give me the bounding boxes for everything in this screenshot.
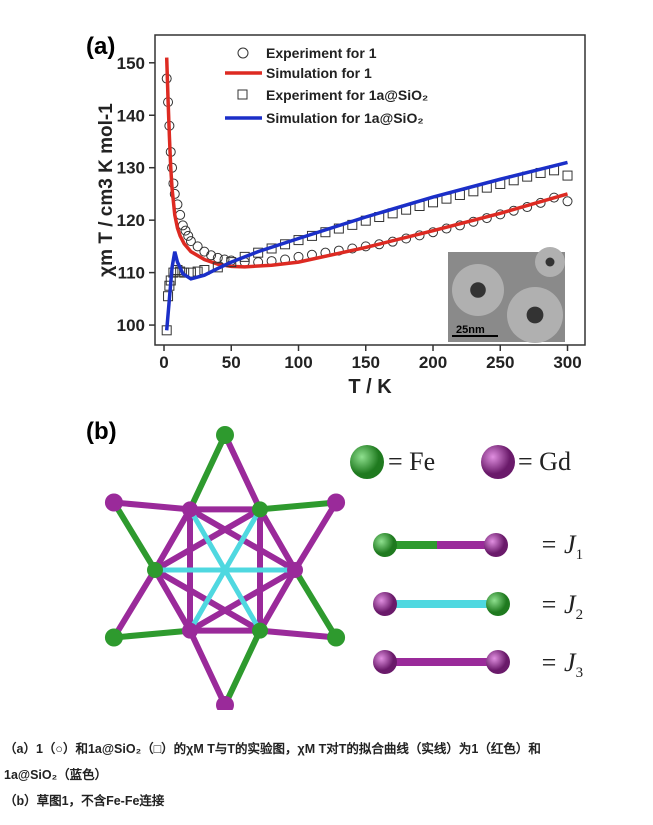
bond bbox=[187, 506, 263, 634]
y-tick-label: 140 bbox=[117, 106, 145, 125]
legend-square-swatch bbox=[237, 89, 248, 100]
atom bbox=[104, 493, 123, 512]
bond bbox=[110, 499, 193, 513]
y-tick-label: 110 bbox=[118, 264, 145, 283]
legend-label: Experiment for 1a@SiO₂ bbox=[266, 87, 428, 103]
gd-atom-icon bbox=[481, 445, 515, 479]
bond bbox=[110, 627, 193, 641]
data-point-circle bbox=[185, 236, 196, 247]
bond bbox=[187, 627, 228, 708]
bond bbox=[292, 499, 340, 573]
x-tick-label: 50 bbox=[222, 353, 241, 372]
atom bbox=[287, 562, 303, 578]
bond bbox=[257, 627, 340, 641]
y-axis-label: χm T / cm3 K mol-1 bbox=[96, 103, 117, 277]
caption-line-3: （b）草图1，不含Fe-Fe连接 bbox=[4, 794, 165, 808]
atom bbox=[252, 501, 268, 518]
chi-t-chart: 0 50 100 150 200 250 300 100 110 120 130 140 150 T / … bbox=[96, 34, 586, 398]
j1-bond-icon bbox=[373, 533, 508, 557]
x-tick-label: 300 bbox=[553, 353, 581, 372]
data-point-square bbox=[179, 267, 190, 278]
bond bbox=[292, 567, 340, 641]
nanoparticle-core bbox=[545, 257, 555, 267]
x-tick-label: 200 bbox=[419, 353, 447, 372]
caption-line-2: 1a@SiO₂（蓝色） bbox=[4, 768, 108, 782]
legend-j1: = J bbox=[540, 530, 576, 559]
atom bbox=[327, 493, 346, 512]
data-point-square bbox=[562, 170, 573, 181]
legend-j1-sub: 1 bbox=[575, 547, 584, 564]
nanoparticle-core bbox=[526, 306, 544, 324]
series-line bbox=[164, 57, 569, 269]
atom bbox=[327, 628, 346, 647]
bond bbox=[187, 432, 228, 513]
panel-a-label: (a) bbox=[86, 33, 116, 60]
bond bbox=[222, 432, 263, 513]
legend-j2: = J bbox=[540, 590, 576, 619]
legend-circle-swatch bbox=[237, 47, 249, 59]
bond bbox=[257, 499, 340, 513]
fe-atom-icon bbox=[350, 445, 384, 479]
structure-legend-graphics bbox=[350, 445, 515, 674]
bond bbox=[222, 627, 263, 708]
bond bbox=[257, 567, 298, 634]
legend-label: Experiment for 1 bbox=[266, 45, 377, 61]
panel-b-label: (b) bbox=[86, 418, 117, 445]
y-tick-label: 150 bbox=[117, 54, 145, 73]
legend-label: Simulation for 1 bbox=[266, 65, 372, 81]
caption-line-1: （a）1（○）和1a@SiO₂（□）的χM T与T的实验图，χM T对T的拟合曲… bbox=[4, 742, 541, 756]
scale-bar-label: 25nm bbox=[456, 324, 485, 336]
x-tick-label: 250 bbox=[486, 353, 514, 372]
x-tick-label: 0 bbox=[159, 353, 168, 372]
data-point-circle bbox=[183, 230, 194, 241]
y-tick-label: 100 bbox=[117, 316, 145, 335]
data-point-circle bbox=[206, 250, 217, 261]
atom bbox=[147, 562, 163, 578]
data-point-circle bbox=[180, 225, 191, 236]
atom bbox=[182, 501, 198, 518]
data-point-circle bbox=[177, 220, 188, 231]
atom bbox=[182, 622, 198, 639]
bond bbox=[110, 499, 158, 573]
data-point-circle bbox=[192, 241, 203, 252]
bond bbox=[257, 506, 298, 573]
legend-fe: = Fe bbox=[388, 447, 436, 476]
j2-bond-icon bbox=[373, 592, 510, 616]
j3-bond-icon bbox=[373, 650, 510, 674]
atom bbox=[252, 622, 268, 639]
atom bbox=[104, 628, 123, 647]
y-tick-label: 120 bbox=[117, 211, 145, 230]
x-tick-label: 100 bbox=[284, 353, 312, 372]
legend-label: Simulation for 1a@SiO₂ bbox=[266, 110, 424, 126]
molecular-structure bbox=[104, 426, 346, 710]
x-axis-label: T / K bbox=[348, 376, 392, 398]
bond bbox=[152, 506, 193, 573]
bond bbox=[152, 567, 193, 634]
legend-j3-sub: 3 bbox=[575, 665, 584, 682]
atom bbox=[216, 696, 234, 710]
data-point-circle bbox=[199, 246, 210, 257]
legend-gd: = Gd bbox=[518, 447, 571, 476]
nanoparticle-core bbox=[470, 282, 486, 298]
data-point-circle bbox=[562, 196, 573, 207]
atom bbox=[216, 426, 234, 444]
legend-j2-sub: 2 bbox=[575, 607, 584, 624]
bond bbox=[110, 567, 158, 641]
plot-frame bbox=[154, 34, 586, 346]
legend-j3: = J bbox=[540, 648, 576, 677]
series-line bbox=[164, 160, 568, 331]
x-tick-label: 150 bbox=[352, 353, 380, 372]
y-tick-label: 130 bbox=[117, 159, 145, 178]
